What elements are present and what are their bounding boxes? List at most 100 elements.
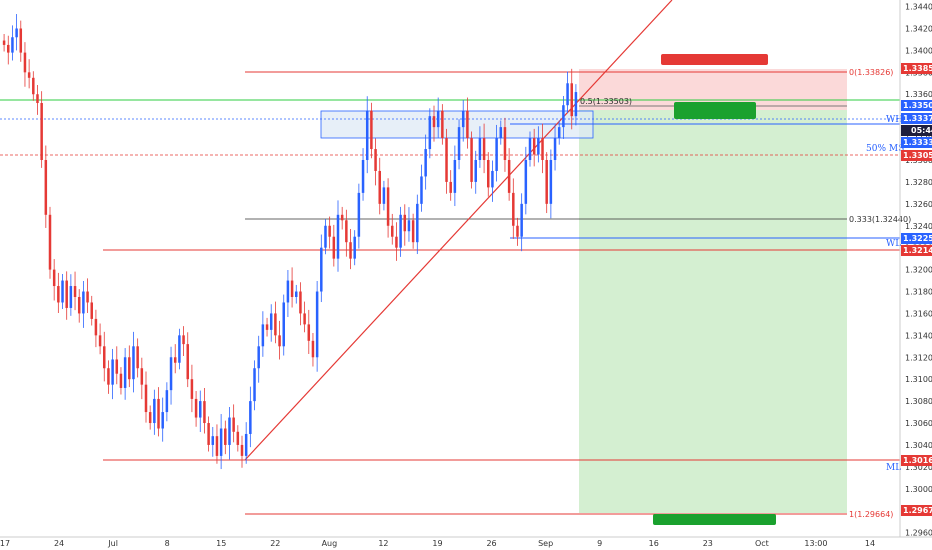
- candle-body: [524, 160, 528, 204]
- x-tick-label: 16: [649, 539, 659, 548]
- y-tick-label: 1.30400: [905, 441, 932, 450]
- candle-body: [232, 417, 235, 432]
- candle-body: [190, 379, 194, 399]
- x-tick-label: 23: [703, 539, 713, 548]
- candle-body: [532, 138, 536, 155]
- y-tick-label: 1.32400: [905, 222, 932, 231]
- candle-body: [111, 359, 114, 385]
- price-tag-1-bg: [901, 63, 932, 74]
- candle-body: [132, 346, 135, 380]
- candle-body: [361, 160, 365, 193]
- candle-body: [249, 401, 252, 434]
- candle-body: [424, 149, 427, 177]
- candle-body: [349, 242, 352, 259]
- price-tag-7: 1.32252: [903, 234, 932, 243]
- candle-body: [186, 344, 189, 380]
- candle-body: [90, 302, 93, 319]
- take-profit-badge[interactable]: [674, 102, 756, 119]
- candle-body: [286, 280, 290, 303]
- target-badge[interactable]: [653, 514, 776, 525]
- candle-body: [115, 359, 119, 374]
- y-tick-label: 1.30600: [905, 419, 932, 428]
- candle-body: [386, 187, 390, 226]
- y-tick-label: 1.31400: [905, 331, 932, 340]
- candle-body: [107, 368, 110, 385]
- candle-body: [370, 110, 373, 150]
- price-tag-9-bg: [901, 455, 932, 466]
- y-tick-label: 1.30200: [905, 463, 932, 472]
- candle-body: [336, 214, 340, 259]
- candle-body: [553, 138, 557, 161]
- candle-body: [545, 160, 548, 204]
- candle-body: [69, 286, 73, 308]
- price-tag-4: 05:44: [911, 126, 932, 135]
- price-tag-7-bg: [901, 233, 932, 244]
- candle-body: [478, 138, 482, 161]
- candle-body: [52, 269, 56, 287]
- fib-1-label: 1(1.29664): [849, 510, 893, 519]
- ms-label: 50% MS: [866, 144, 904, 154]
- candle-body: [73, 286, 77, 297]
- candle-body: [161, 412, 164, 429]
- candle-body: [357, 192, 361, 237]
- candle-body: [48, 214, 52, 270]
- candle-body: [57, 286, 60, 303]
- candle-body: [178, 335, 181, 363]
- candle-body: [466, 110, 469, 139]
- candle-body: [499, 127, 503, 139]
- candle-body: [11, 37, 14, 53]
- candle-body: [457, 127, 461, 161]
- candle-body: [395, 236, 398, 248]
- y-tick-label: 1.30000: [905, 485, 932, 494]
- candle-body: [282, 302, 285, 347]
- candle-body: [199, 401, 202, 418]
- price-tag-3-bg: [901, 113, 932, 124]
- candle-body: [224, 428, 227, 445]
- candle-body: [528, 138, 532, 161]
- y-tick-label: 1.31000: [905, 375, 932, 384]
- y-tick-label: 1.30800: [905, 397, 932, 406]
- candle-body: [65, 280, 68, 308]
- candle-body: [374, 149, 377, 171]
- candle-body: [7, 44, 10, 53]
- candle-body: [303, 313, 306, 325]
- candle-body: [148, 412, 152, 424]
- y-tick-label: 1.33600: [905, 90, 932, 99]
- candle-body: [94, 318, 98, 336]
- candle-body: [482, 138, 486, 161]
- y-tick-label: 1.29600: [905, 529, 932, 538]
- x-tick-label: Aug: [322, 539, 338, 548]
- candle-body: [562, 105, 565, 128]
- x-tick-label: 13:00: [804, 539, 827, 548]
- candle-body: [269, 313, 273, 330]
- candle-body: [320, 247, 323, 292]
- ascending-trendline: [244, 0, 673, 461]
- candle-body: [23, 52, 27, 73]
- candle-body: [215, 436, 219, 456]
- candle-body: [207, 423, 210, 445]
- candle-body: [32, 77, 35, 95]
- candle-body: [157, 398, 160, 429]
- candle-body: [128, 357, 131, 380]
- y-tick-label: 1.32800: [905, 178, 932, 187]
- time-axis[interactable]: 17 24 Jul 8 15 22 Aug 12 19 26 Sep 9 16 23 Oct 13:00 14: [0, 539, 875, 548]
- candle-body: [491, 170, 494, 188]
- candle-body: [461, 110, 465, 128]
- x-tick-label: 17: [0, 539, 10, 548]
- candle-body: [453, 160, 457, 193]
- x-tick-label: 9: [597, 539, 602, 548]
- stop-loss-badge[interactable]: [661, 54, 768, 65]
- candle-body: [503, 127, 507, 161]
- candle-body: [391, 225, 394, 237]
- candle-body: [474, 160, 477, 182]
- y-tick-label: 1.34400: [905, 3, 932, 12]
- candle-body: [211, 436, 215, 445]
- candle-body: [520, 203, 523, 237]
- x-tick-label: 24: [54, 539, 64, 548]
- candle-body: [61, 280, 64, 303]
- y-tick-label: 1.31200: [905, 353, 932, 362]
- candle-body: [244, 433, 248, 456]
- candle-body: [487, 160, 490, 188]
- y-tick-label: 1.34000: [905, 46, 932, 55]
